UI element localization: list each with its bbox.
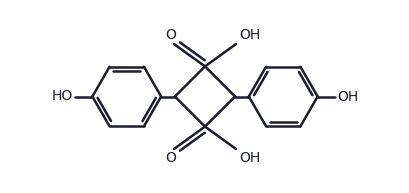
Text: OH: OH (337, 90, 358, 103)
Text: HO: HO (51, 90, 72, 103)
Text: O: O (165, 28, 175, 42)
Text: OH: OH (239, 151, 260, 165)
Text: OH: OH (239, 28, 260, 42)
Text: O: O (165, 151, 175, 165)
